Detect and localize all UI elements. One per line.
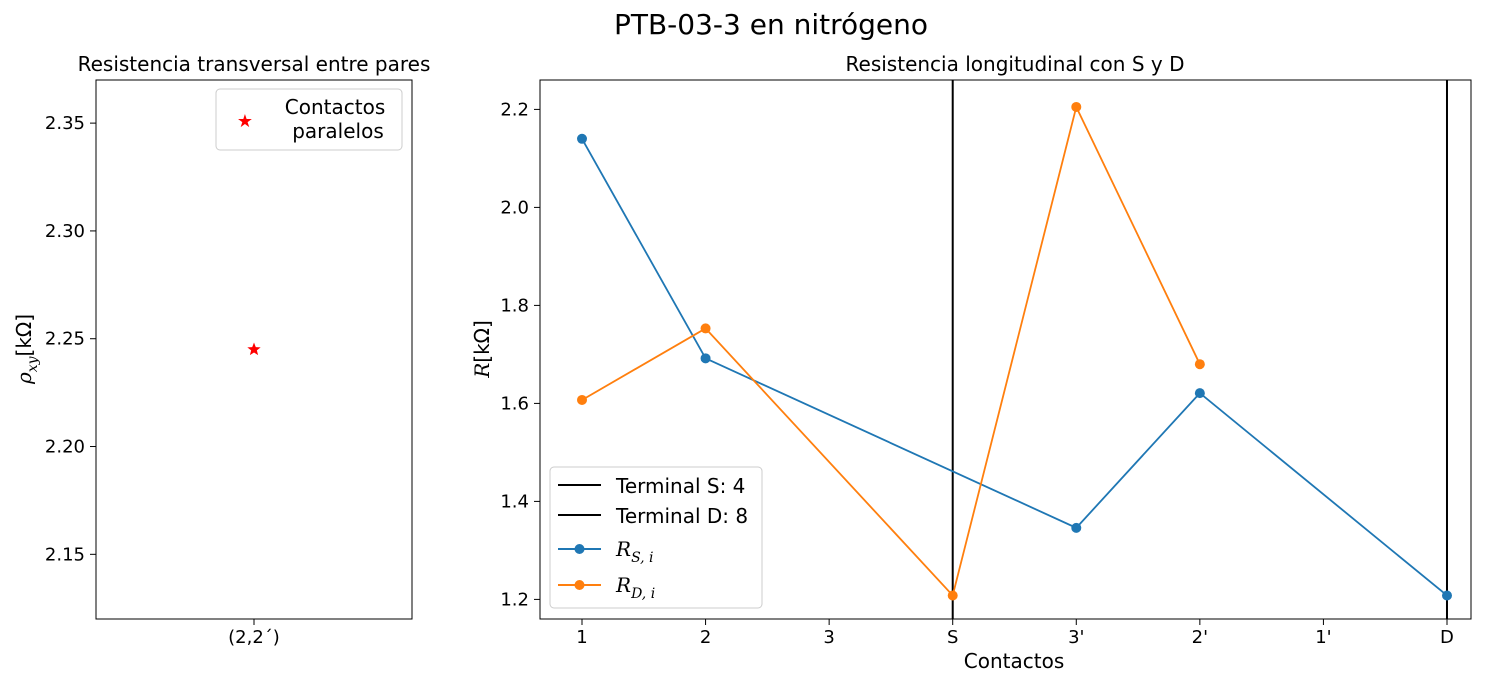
left-data-marks	[247, 342, 261, 356]
right-y-tick-label: 2.0	[500, 197, 529, 218]
series-point	[1071, 101, 1082, 112]
left-y-ticks: 2.15 2.20 2.25 2.30 2.35	[45, 113, 96, 565]
left-chart-panel: Resistencia transversal entre pares 2.15…	[12, 52, 430, 648]
right-y-tick-label: 1.8	[500, 295, 529, 316]
legend-terminal-d-label: Terminal D: 8	[615, 504, 748, 528]
left-x-tick-label: (2,2´)	[228, 627, 280, 648]
right-x-tick-label: 2'	[1192, 627, 1208, 648]
left-legend: ★ Contactos paralelos	[215, 88, 403, 151]
left-legend-label-line1: Contactos	[285, 95, 385, 119]
left-y-tick-label: 2.30	[45, 221, 85, 242]
right-x-tick-label: S	[947, 627, 958, 648]
right-y-tick-label: 1.2	[500, 589, 529, 610]
legend-rs-marker	[574, 544, 585, 554]
series-point	[947, 590, 958, 601]
series-point	[1441, 590, 1452, 601]
right-y-axis-label: R[kΩ]	[470, 320, 494, 379]
right-legend-frame	[549, 466, 763, 609]
legend-star-icon: ★	[237, 111, 253, 132]
right-y-tick-label: 2.2	[500, 99, 529, 120]
right-y-tick-label: 1.6	[500, 393, 529, 414]
series-point	[1194, 388, 1205, 399]
left-y-tick-label: 2.20	[45, 437, 85, 458]
left-legend-label-line2: paralelos	[292, 119, 384, 143]
left-y-axis-label: ρxy[kΩ]	[12, 314, 41, 385]
right-y-tick-label: 1.4	[500, 491, 529, 512]
figure-suptitle: PTB-03-3 en nitrógeno	[614, 8, 928, 41]
right-x-tick-label: 1'	[1315, 627, 1331, 648]
series-point	[577, 394, 587, 405]
right-axes-frame	[539, 79, 1472, 620]
legend-rd-marker	[574, 580, 585, 590]
left-y-tick-label: 2.25	[45, 329, 85, 350]
right-legend: Terminal S: 4 Terminal D: 8 RS, i RD, i	[549, 466, 763, 609]
right-x-tick-label: 1	[576, 627, 587, 648]
legend-terminal-s-label: Terminal S: 4	[615, 474, 745, 498]
right-chart-title: Resistencia longitudinal con S y D	[846, 52, 1185, 76]
right-y-ticks: 1.2 1.4 1.6 1.8 2.0 2.2	[500, 99, 540, 610]
right-data-series	[577, 101, 1452, 601]
left-axes-frame	[95, 79, 413, 620]
series-point	[577, 133, 587, 144]
series-point	[700, 353, 711, 364]
left-legend-frame	[215, 88, 403, 151]
right-vertical-lines	[951, 80, 1448, 619]
right-x-tick-label: 2	[700, 627, 711, 648]
left-x-ticks: (2,2´)	[228, 619, 280, 648]
right-chart-panel: Resistencia longitudinal con S y D 1.21.…	[470, 52, 1472, 673]
right-x-tick-label: D	[1440, 627, 1454, 648]
right-x-axis-label: Contactos	[964, 649, 1064, 673]
data-point-star	[247, 342, 261, 356]
left-y-tick-label: 2.35	[45, 113, 85, 134]
right-x-tick-label: 3	[823, 627, 834, 648]
left-chart-title: Resistencia transversal entre pares	[78, 52, 431, 76]
left-y-tick-label: 2.15	[45, 544, 85, 565]
legend-rd-label: RD, i	[615, 573, 655, 602]
series-point	[700, 323, 711, 334]
right-x-ticks: 1 2 3 S 3' 2' 1' D	[576, 619, 1454, 648]
right-x-tick-label: 3'	[1068, 627, 1084, 648]
series-point	[1071, 522, 1082, 533]
legend-rs-label: RS, i	[615, 537, 654, 566]
series-point	[1194, 359, 1205, 370]
